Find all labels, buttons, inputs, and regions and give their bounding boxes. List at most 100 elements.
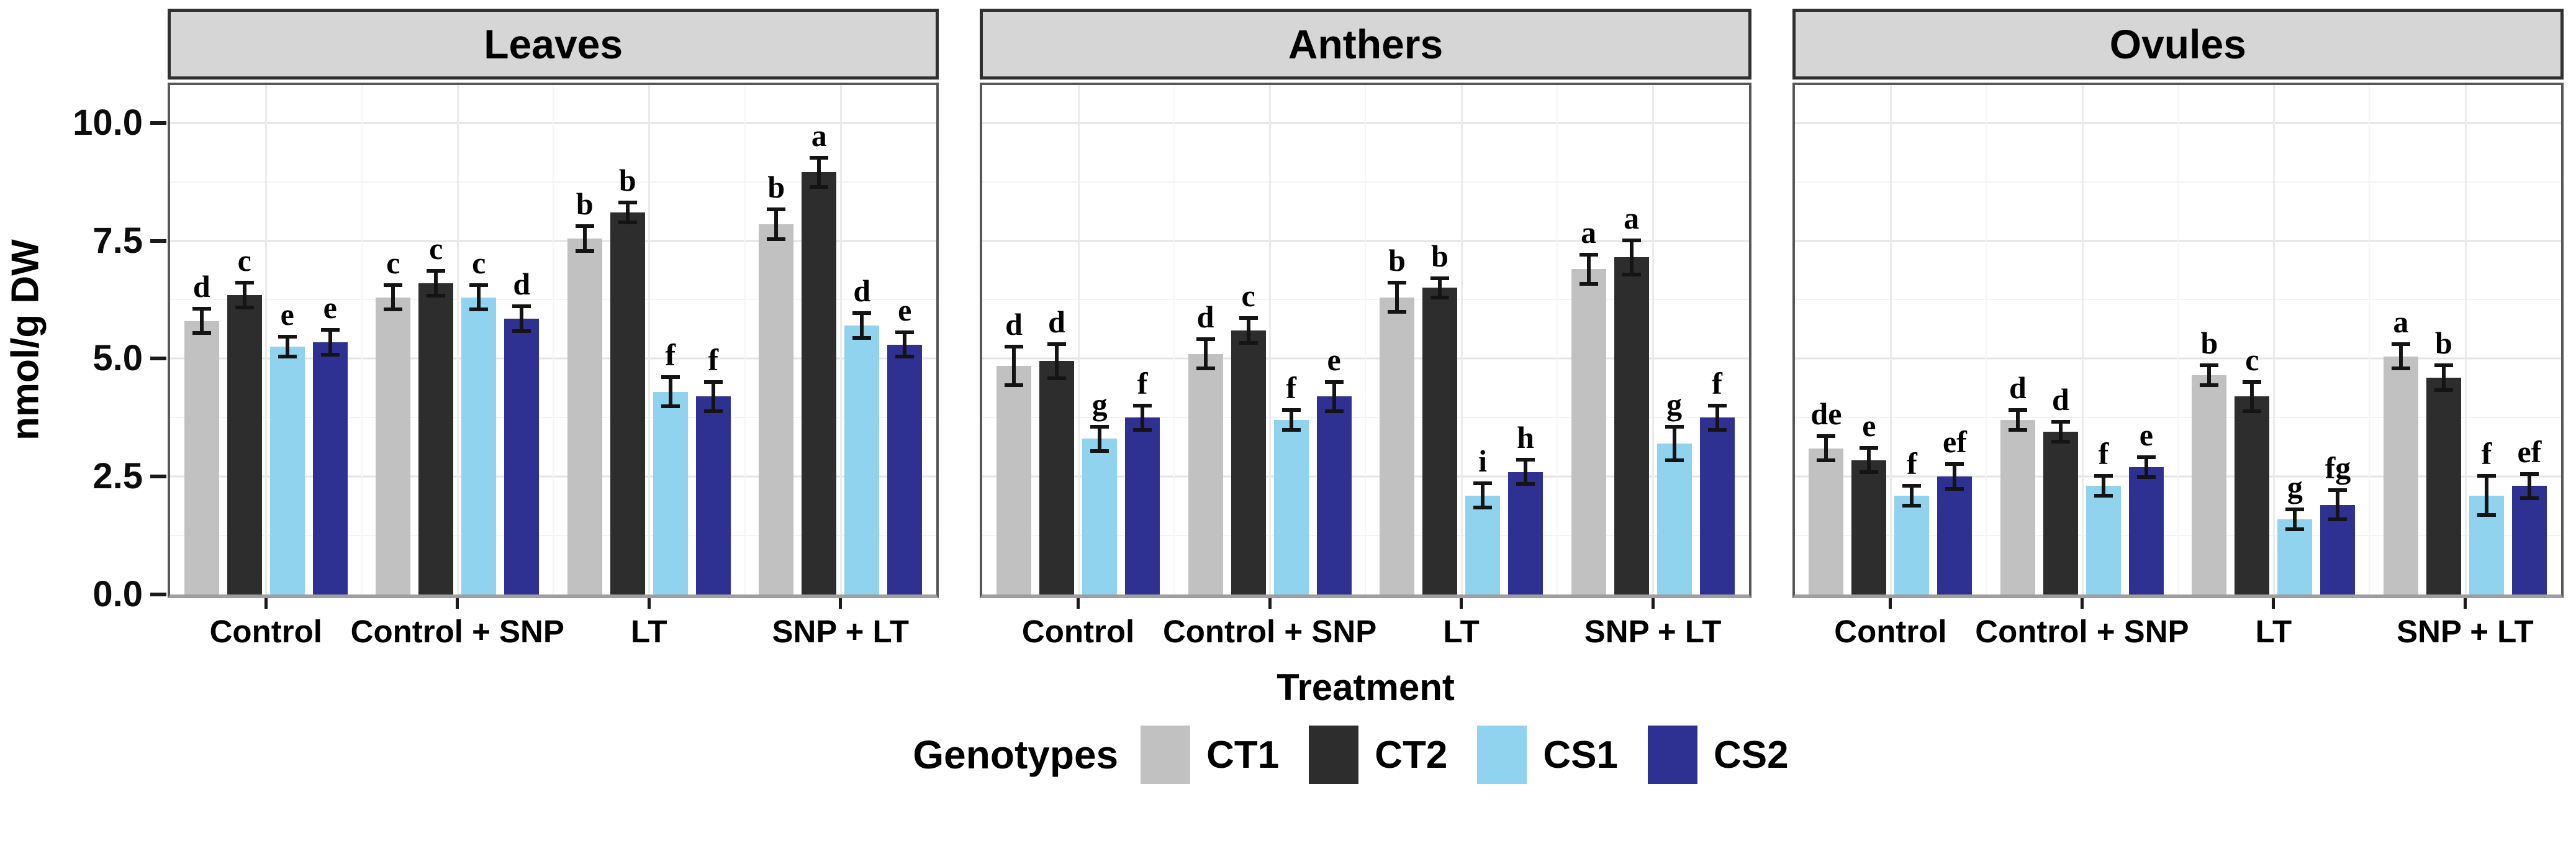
- error-bar-part: [817, 155, 821, 189]
- error-bar-part: [1324, 380, 1344, 384]
- error-bar-part: [1281, 428, 1301, 432]
- panel-strip-anthers: Anthers: [980, 9, 1751, 80]
- significance-letter: a: [1581, 214, 1597, 250]
- x-tick-label: LT: [1443, 614, 1480, 649]
- significance-letter: d: [192, 268, 210, 304]
- bar-cs1-lt: [1465, 495, 1501, 594]
- error-bar-part: [1910, 483, 1914, 508]
- error-bar-part: [2008, 428, 2027, 432]
- significance-letter: e: [2139, 417, 2153, 453]
- vgridline-minor: [1173, 85, 1175, 594]
- error-bar: [1902, 483, 1922, 508]
- vgridline-major: [265, 85, 268, 594]
- error-bar-part: [661, 375, 680, 379]
- error-bar-part: [2051, 420, 2070, 424]
- error-bar-part: [2391, 342, 2410, 346]
- bar-ct2-control: [227, 294, 262, 594]
- bar-cs1-snp-lt: [844, 326, 880, 594]
- bar-ct2-lt: [1422, 288, 1458, 594]
- x-tick-label: Control: [1834, 614, 1947, 649]
- error-bar-part: [469, 307, 489, 312]
- significance-letter: c: [1241, 278, 1255, 314]
- x-tick-label: Control: [209, 614, 322, 649]
- significance-letter: d: [853, 273, 871, 309]
- error-bar: [2285, 507, 2305, 531]
- vgridline-minor: [1365, 85, 1367, 594]
- error-bar: [1047, 342, 1067, 380]
- error-bar-part: [2520, 496, 2539, 501]
- bar-ct2-control: [1851, 460, 1887, 594]
- error-bar-part: [2477, 512, 2496, 517]
- error-bar-part: [2207, 363, 2212, 387]
- x-tick-mark: [1460, 598, 1463, 609]
- significance-letter: d: [1048, 304, 1065, 339]
- error-bar-part: [2527, 471, 2531, 501]
- bar-ct1-control: [184, 321, 219, 594]
- error-bar-part: [2391, 367, 2410, 371]
- error-bar-part: [1715, 403, 1719, 432]
- error-bar-part: [2008, 408, 2027, 412]
- significance-letter: g: [2287, 469, 2303, 504]
- significance-letter: b: [2200, 325, 2218, 360]
- error-bar-part: [2328, 488, 2348, 493]
- legend-entry-ct2: CT2: [1309, 726, 1447, 784]
- plot-area-ovules: de e f ef d d f e b c g fg a b f ef: [1792, 83, 2564, 598]
- error-bar: [2520, 471, 2539, 501]
- error-bar-part: [2477, 474, 2496, 478]
- error-bar-part: [434, 269, 438, 298]
- y-tick-label: 5.0: [93, 338, 143, 379]
- legend-label-ct2: CT2: [1375, 733, 1448, 776]
- error-bar: [895, 330, 915, 359]
- significance-letter: g: [1091, 386, 1108, 422]
- significance-letter: e: [1862, 408, 1876, 443]
- y-tick-mark: [150, 121, 166, 125]
- error-bar-part: [2250, 380, 2254, 413]
- error-bar-part: [384, 307, 403, 312]
- error-bar: [278, 335, 297, 359]
- error-bar-part: [1239, 340, 1258, 345]
- error-bar-part: [1430, 276, 1450, 280]
- error-bar: [320, 328, 340, 357]
- error-bar-part: [1945, 486, 1964, 491]
- error-bar-part: [1586, 252, 1591, 286]
- legend-swatch-cs2: [1648, 726, 1698, 784]
- bar-cs2-lt: [1508, 471, 1543, 594]
- error-bar-part: [320, 328, 340, 332]
- error-bar-part: [2285, 527, 2305, 531]
- vgridline-minor: [1986, 85, 1987, 594]
- legend-swatch-ct1: [1141, 726, 1191, 784]
- bar-ct1-lt: [567, 238, 602, 594]
- significance-letter: a: [811, 117, 827, 153]
- significance-letter: a: [1624, 200, 1640, 235]
- x-axis-title: Treatment: [1277, 667, 1455, 708]
- error-bar-part: [1860, 470, 1879, 475]
- bar-cs2-snp-lt: [1699, 417, 1735, 594]
- error-bar: [1622, 238, 1641, 276]
- error-bar-part: [767, 207, 786, 212]
- error-bar: [384, 283, 403, 312]
- error-bar: [427, 269, 446, 298]
- error-bar-part: [477, 283, 481, 312]
- error-bar-part: [1005, 344, 1024, 348]
- bar-cs2-control: [1125, 417, 1160, 594]
- significance-letter: ef: [2517, 434, 2542, 469]
- error-bar-part: [235, 281, 254, 285]
- bar-ct1-snp-lt: [2383, 356, 2418, 594]
- bar-cs2-control-snp: [1316, 396, 1352, 594]
- bar-ct1-control: [1809, 448, 1844, 594]
- error-bar-part: [1817, 434, 1836, 438]
- error-bar: [1817, 434, 1836, 463]
- y-tick-label: 0.0: [93, 574, 143, 614]
- error-bar: [1945, 462, 1964, 491]
- error-bar-part: [1516, 482, 1535, 486]
- bar-ct2-snp-lt: [2426, 377, 2461, 594]
- x-tick-mark: [647, 598, 651, 609]
- significance-letter: f: [2098, 436, 2109, 471]
- significance-letter: b: [618, 163, 636, 198]
- error-bar-part: [2136, 475, 2156, 479]
- error-bar: [2051, 420, 2070, 444]
- error-bar-part: [2434, 388, 2453, 392]
- error-bar-part: [711, 380, 715, 413]
